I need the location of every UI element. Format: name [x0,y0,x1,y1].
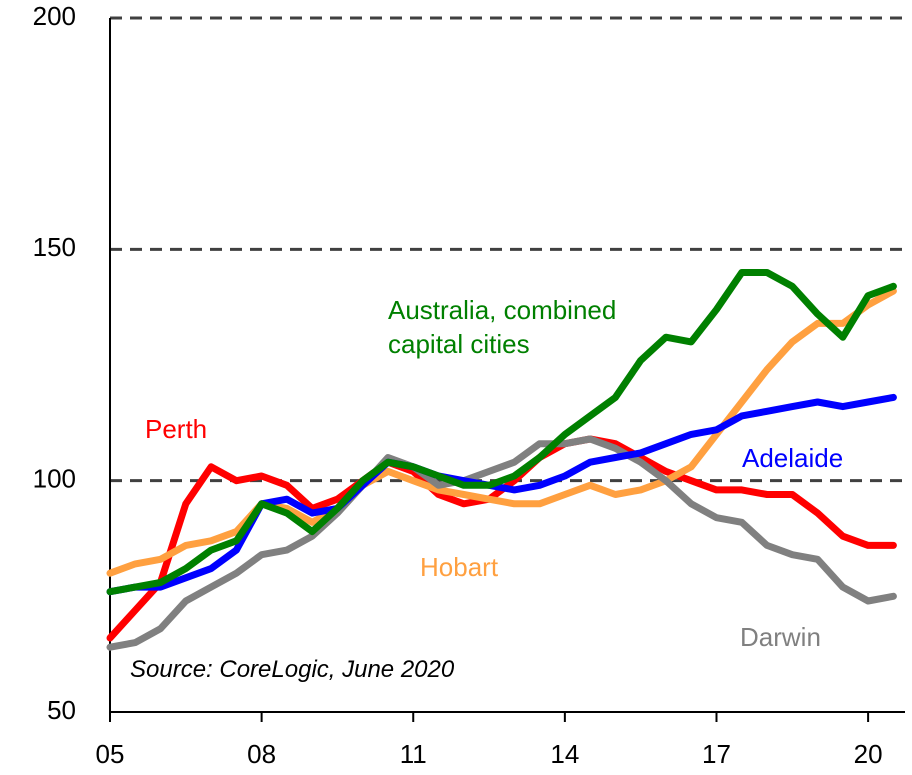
x-tick-label: 11 [400,739,427,769]
x-tick-label: 08 [247,739,276,769]
source-note: Source: CoreLogic, June 2020 [130,656,455,683]
series-label: Perth [145,414,208,444]
x-tick-label: 14 [550,739,579,769]
y-tick-label: 150 [33,232,76,262]
series-label: Adelaide [742,443,844,473]
x-tick-label: 20 [854,739,883,769]
series-label: Hobart [420,552,499,582]
y-tick-label: 100 [33,464,76,494]
x-tick-label: 05 [96,739,125,769]
x-tick-label: 17 [702,739,731,769]
y-tick-label: 200 [33,1,76,31]
series-line [106,269,897,596]
series-label: Darwin [740,622,821,652]
series-line [106,393,897,596]
series-line [106,287,897,577]
series-label: Australia, combined capital cities [388,295,617,359]
series-line [106,435,897,651]
y-tick-label: 50 [47,695,76,725]
